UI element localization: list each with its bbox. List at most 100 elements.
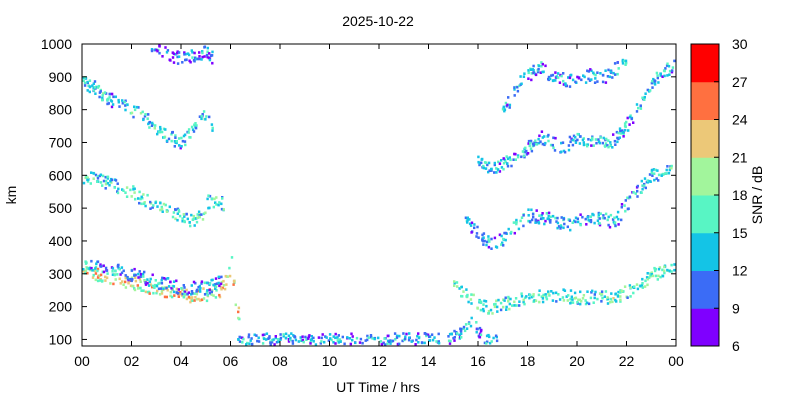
echo-cell <box>194 122 197 125</box>
echo-cell <box>282 334 285 338</box>
echo-cell <box>90 259 93 263</box>
echo-cell <box>532 215 535 219</box>
echo-cell <box>613 139 617 143</box>
echo-cell <box>644 186 647 190</box>
echo-cell <box>522 150 526 154</box>
echo-cell <box>512 158 515 161</box>
echo-cell <box>580 299 583 303</box>
echo-cell <box>487 235 490 238</box>
echo-cell <box>211 129 214 132</box>
echo-cell <box>91 276 95 279</box>
echo-cell <box>465 327 469 330</box>
echo-cell <box>124 108 127 112</box>
echo-cell <box>193 224 196 227</box>
echo-cell <box>586 144 589 148</box>
echo-cell <box>203 55 206 58</box>
colorbar-segment <box>691 81 719 120</box>
echo-cell <box>232 283 235 286</box>
echo-cell <box>124 191 127 194</box>
echo-cell <box>83 81 87 85</box>
echo-cell <box>614 143 617 146</box>
echo-cell <box>576 217 579 221</box>
echo-cell <box>643 285 647 288</box>
echo-cell <box>189 136 192 139</box>
echo-cell <box>522 298 525 302</box>
echo-cell <box>208 115 211 119</box>
echo-cell <box>591 136 594 140</box>
echo-cell <box>579 290 582 294</box>
echo-cell <box>207 206 210 210</box>
echo-cell <box>666 268 669 272</box>
echo-cell <box>116 182 119 185</box>
echo-cell <box>453 339 456 342</box>
echo-cell <box>149 207 152 210</box>
echo-cell <box>513 88 516 91</box>
y-tick-label: 900 <box>49 69 73 85</box>
echo-cell <box>214 201 217 204</box>
echo-cell <box>147 284 151 287</box>
echo-cell <box>174 217 177 221</box>
echo-cell <box>290 332 293 335</box>
echo-cell <box>177 210 181 213</box>
echo-cell <box>431 338 435 342</box>
echo-cell <box>138 190 141 194</box>
echo-cell <box>99 181 103 184</box>
echo-cell <box>584 299 587 302</box>
echo-cell <box>650 169 654 172</box>
echo-cell <box>256 339 259 343</box>
echo-cell <box>308 334 311 337</box>
echo-cell <box>587 70 590 73</box>
echo-cell <box>659 275 662 279</box>
y-tick-label: 600 <box>49 167 73 183</box>
echo-cell <box>213 283 217 286</box>
echo-cell <box>554 71 557 74</box>
echo-cell <box>176 55 179 59</box>
echo-cell <box>671 69 674 72</box>
echo-cell <box>596 297 599 301</box>
echo-cell <box>620 205 623 209</box>
x-tick-label: 14 <box>421 353 437 369</box>
echo-cell <box>125 186 129 189</box>
echo-cell <box>393 332 397 335</box>
echo-cell <box>150 124 154 127</box>
echo-cell <box>627 207 630 210</box>
echo-cell <box>618 127 622 130</box>
echo-cell <box>95 85 98 89</box>
echo-cell <box>581 215 584 219</box>
echo-cell <box>479 308 483 312</box>
echo-cell <box>533 141 536 144</box>
echo-cell <box>94 92 97 95</box>
x-tick-label: 00 <box>74 353 90 369</box>
echo-cell <box>621 62 625 65</box>
echo-cell <box>129 188 132 192</box>
echo-cell <box>588 79 592 82</box>
echo-cell <box>292 334 295 337</box>
echo-cell <box>604 290 608 293</box>
echo-cell <box>414 343 417 346</box>
echo-cell <box>197 210 201 214</box>
echo-cell <box>183 290 187 294</box>
echo-cell <box>467 300 470 304</box>
echo-cell <box>304 335 307 339</box>
echo-cell <box>616 210 620 214</box>
echo-cell <box>269 343 272 346</box>
echo-cell <box>607 139 610 142</box>
echo-cell <box>245 343 248 346</box>
echo-cell <box>104 175 107 179</box>
echo-cell <box>548 77 552 81</box>
echo-cell <box>673 268 676 272</box>
echo-cell <box>514 297 518 300</box>
echo-cell <box>494 334 498 338</box>
echo-cell <box>498 233 502 237</box>
echo-cell <box>183 140 187 143</box>
echo-cell <box>635 103 639 106</box>
echo-cell <box>607 145 610 149</box>
echo-cell <box>341 335 344 339</box>
echo-cell <box>170 286 173 290</box>
echo-cell <box>549 219 552 222</box>
echo-cell <box>571 78 575 82</box>
echo-cell <box>496 168 500 171</box>
echo-cell <box>118 267 121 271</box>
echo-cell <box>369 334 373 337</box>
colorbar: 6 9 12 15 18 21 24 27 30 <box>690 36 748 354</box>
